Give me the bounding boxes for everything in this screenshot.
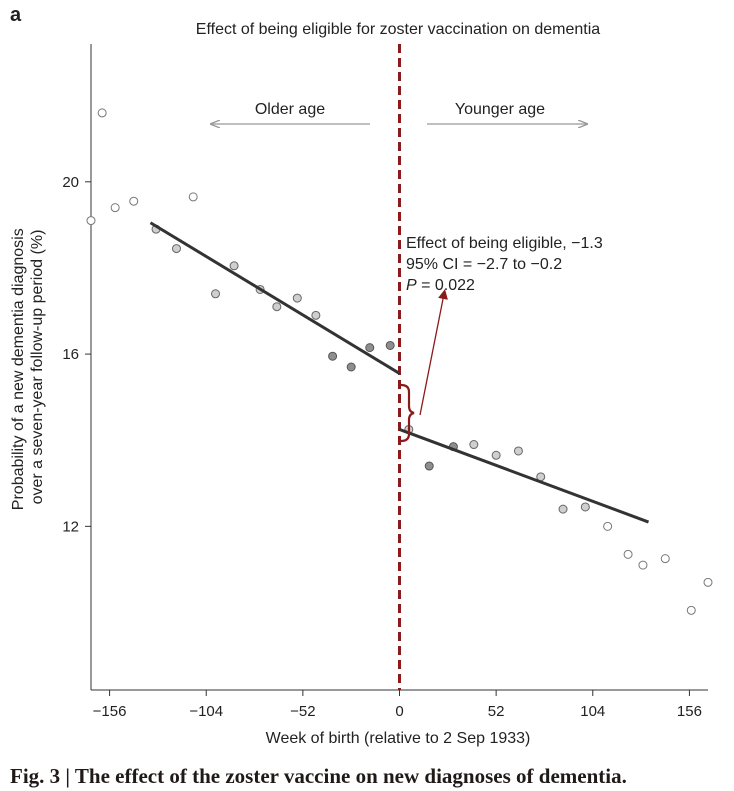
- data-point: [86, 216, 96, 226]
- annotation-p-value: P = 0.022: [406, 277, 475, 294]
- data-point: [292, 293, 302, 303]
- data-point: [558, 504, 568, 514]
- annotation-arrow: [419, 289, 448, 416]
- data-point: [603, 521, 613, 531]
- data-point: [97, 108, 107, 118]
- data-point: [328, 351, 338, 361]
- data-point: [365, 343, 375, 353]
- scatter-chart: Effect of being eligible for zoster vacc…: [10, 21, 713, 747]
- data-point: [385, 340, 395, 350]
- data-point: [703, 577, 713, 587]
- older-age-label: Older age: [255, 101, 325, 118]
- data-point: [491, 450, 501, 460]
- x-tick-label: −156: [93, 703, 127, 720]
- data-point: [171, 244, 181, 254]
- data-point: [129, 196, 139, 206]
- y-axis-label-line2: over a seven-year follow-up period (%): [29, 230, 46, 505]
- data-point: [580, 502, 590, 512]
- annotation-effect: Effect of being eligible, −1.3: [406, 235, 603, 252]
- y-tick-label: 16: [62, 346, 79, 363]
- fit-line-left: [149, 221, 401, 375]
- chart-title: Effect of being eligible for zoster vacc…: [196, 21, 600, 38]
- data-point: [346, 362, 356, 372]
- data-point: [638, 560, 648, 570]
- x-tick-label: 52: [488, 703, 505, 720]
- data-point: [110, 203, 120, 213]
- y-tick-label: 20: [62, 174, 79, 191]
- figure-caption: Fig. 3 | The effect of the zoster vaccin…: [10, 764, 627, 788]
- x-tick-label: 156: [677, 703, 702, 720]
- data-point: [311, 310, 321, 320]
- data-point: [513, 446, 523, 456]
- y-axis-label: Probability of a new dementia diagnosis …: [10, 224, 46, 510]
- data-point: [424, 461, 434, 471]
- y-tick-label: 12: [62, 518, 79, 535]
- x-axis-label: Week of birth (relative to 2 Sep 1933): [266, 730, 531, 747]
- younger-age-label: Younger age: [455, 101, 545, 118]
- y-ticks: 12 16 20: [62, 174, 91, 535]
- annotation-p-number: = 0.022: [417, 277, 475, 294]
- data-point: [211, 289, 221, 299]
- annotation-ci: 95% CI = −2.7 to −0.2: [406, 256, 562, 273]
- x-tick-label: −104: [189, 703, 223, 720]
- x-tick-label: −52: [290, 703, 315, 720]
- x-tick-label: 0: [395, 703, 403, 720]
- data-point: [686, 605, 696, 615]
- x-tick-label: 104: [580, 703, 605, 720]
- data-point: [660, 554, 670, 564]
- x-ticks: −156 −104 −52 0 52 104 156: [93, 690, 702, 720]
- effect-bracket: [400, 383, 415, 443]
- annotation-p-symbol: P: [406, 277, 417, 294]
- data-point: [229, 261, 239, 271]
- panel-label: a: [10, 4, 22, 26]
- y-axis-label-line1: Probability of a new dementia diagnosis: [10, 228, 27, 510]
- data-point: [272, 302, 282, 312]
- data-point: [623, 549, 633, 559]
- fit-line-right: [398, 428, 650, 524]
- fit-lines: [149, 221, 650, 524]
- data-point: [469, 440, 479, 450]
- data-point: [188, 192, 198, 202]
